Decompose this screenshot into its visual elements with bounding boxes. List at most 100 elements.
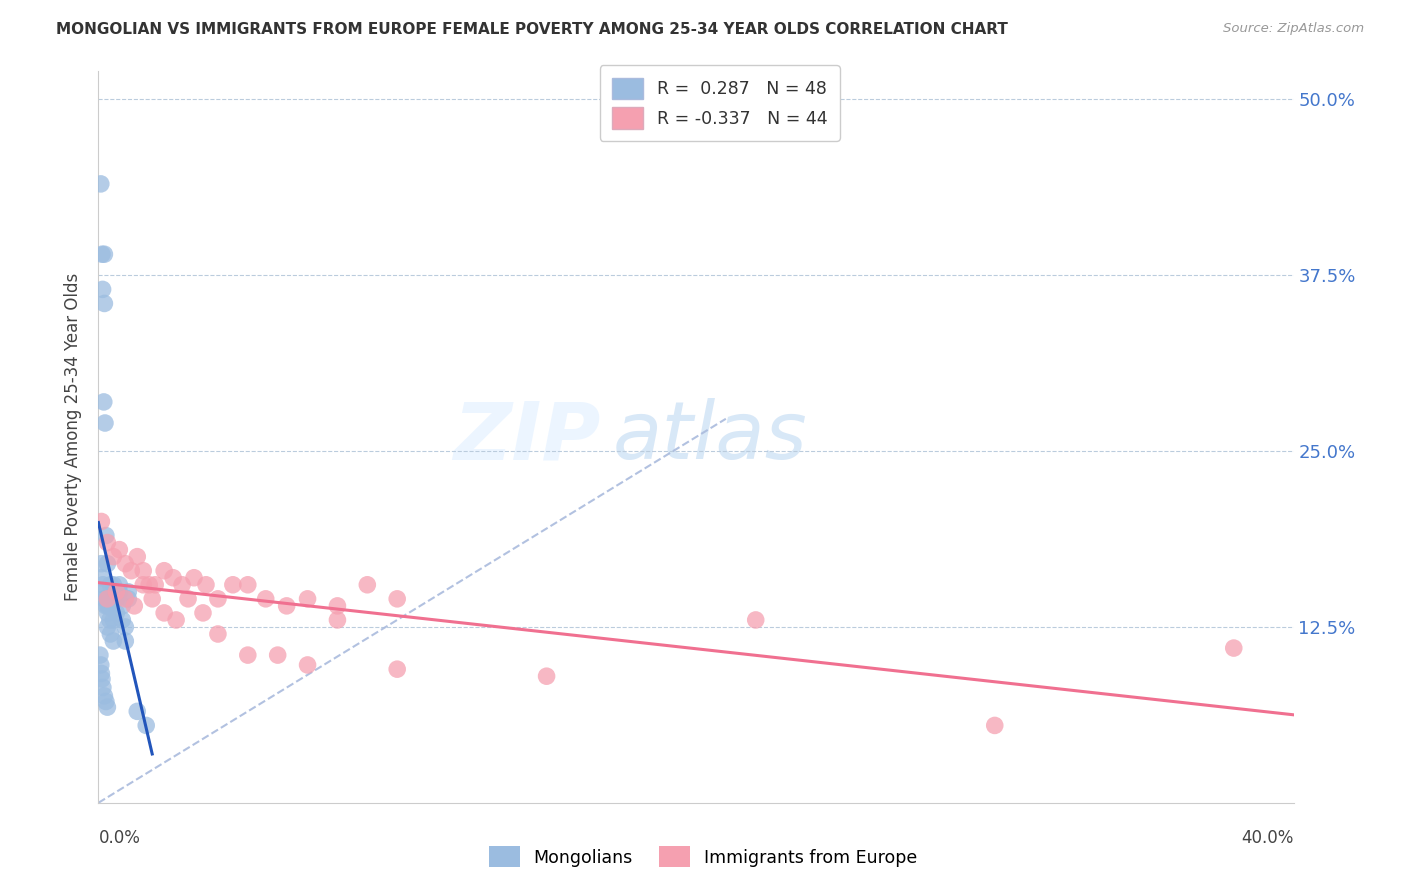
Point [93, 247, 115, 261]
Point [90, 571, 112, 585]
Point [94, 599, 117, 613]
Legend: Mongolians, Immigrants from Europe: Mongolians, Immigrants from Europe [482, 839, 924, 874]
Point [105, 584, 128, 599]
Point [91, 247, 114, 261]
Point [94, 528, 117, 542]
Point [91, 672, 114, 686]
Point [117, 591, 139, 606]
Point [96, 557, 118, 571]
Text: 0.0%: 0.0% [98, 829, 141, 847]
Point [385, 591, 409, 606]
Point [191, 606, 214, 620]
Point [93, 591, 115, 606]
Point [90, 177, 112, 191]
Text: MONGOLIAN VS IMMIGRANTS FROM EUROPE FEMALE POVERTY AMONG 25-34 YEAR OLDS CORRELA: MONGOLIAN VS IMMIGRANTS FROM EUROPE FEMA… [56, 22, 1008, 37]
Point [172, 578, 194, 592]
Point [90, 515, 112, 529]
Point [91, 282, 114, 296]
Legend: R =  0.287   N = 48, R = -0.337   N = 44: R = 0.287 N = 48, R = -0.337 N = 44 [600, 65, 839, 141]
Point [89, 648, 111, 662]
Point [91, 681, 114, 695]
Point [127, 549, 149, 564]
Point [267, 648, 290, 662]
Point [111, 613, 134, 627]
Point [143, 578, 166, 592]
Point [97, 599, 120, 613]
Point [745, 613, 768, 627]
Point [93, 296, 115, 310]
Point [103, 634, 125, 648]
Point [254, 591, 277, 606]
Point [96, 606, 118, 620]
Point [236, 578, 259, 592]
Point [93, 689, 115, 703]
Point [103, 613, 125, 627]
Point [297, 657, 319, 672]
Point [276, 599, 298, 613]
Point [93, 395, 115, 409]
Point [177, 591, 200, 606]
Point [297, 591, 319, 606]
Point [96, 620, 118, 634]
Point [97, 591, 120, 606]
Point [103, 591, 125, 606]
Point [98, 627, 122, 641]
Point [195, 578, 218, 592]
Point [90, 557, 112, 571]
Point [207, 627, 229, 641]
Point [1223, 641, 1246, 656]
Point [120, 564, 142, 578]
Point [984, 718, 1007, 732]
Point [91, 584, 114, 599]
Text: 40.0%: 40.0% [1241, 829, 1294, 847]
Text: Source: ZipAtlas.com: Source: ZipAtlas.com [1223, 22, 1364, 36]
Point [103, 578, 125, 592]
Point [108, 584, 131, 599]
Text: atlas: atlas [613, 398, 807, 476]
Point [114, 620, 136, 634]
Point [103, 549, 125, 564]
Point [183, 571, 205, 585]
Text: ZIP: ZIP [453, 398, 600, 476]
Point [114, 591, 136, 606]
Point [96, 700, 118, 714]
Y-axis label: Female Poverty Among 25-34 Year Olds: Female Poverty Among 25-34 Year Olds [65, 273, 83, 601]
Point [108, 542, 131, 557]
Point [108, 578, 131, 592]
Point [356, 578, 378, 592]
Point [127, 705, 149, 719]
Point [117, 584, 139, 599]
Point [91, 578, 114, 592]
Point [236, 648, 259, 662]
Point [207, 591, 229, 606]
Point [105, 606, 128, 620]
Point [222, 578, 245, 592]
Point [162, 571, 184, 585]
Point [132, 564, 155, 578]
Point [165, 613, 187, 627]
Point [385, 662, 409, 676]
Point [132, 578, 155, 592]
Point [326, 599, 349, 613]
Point [90, 666, 112, 681]
Point [114, 634, 136, 648]
Point [326, 613, 349, 627]
Point [111, 599, 134, 613]
Point [98, 578, 122, 592]
Point [98, 613, 121, 627]
Point [96, 599, 118, 613]
Point [96, 591, 118, 606]
Point [153, 606, 176, 620]
Point [135, 718, 157, 732]
Point [153, 564, 176, 578]
Point [96, 535, 118, 549]
Point [90, 657, 112, 672]
Point [105, 591, 128, 606]
Point [141, 591, 163, 606]
Point [114, 557, 136, 571]
Point [138, 578, 160, 592]
Point [94, 416, 117, 430]
Point [124, 599, 146, 613]
Point [94, 694, 117, 708]
Point [536, 669, 558, 683]
